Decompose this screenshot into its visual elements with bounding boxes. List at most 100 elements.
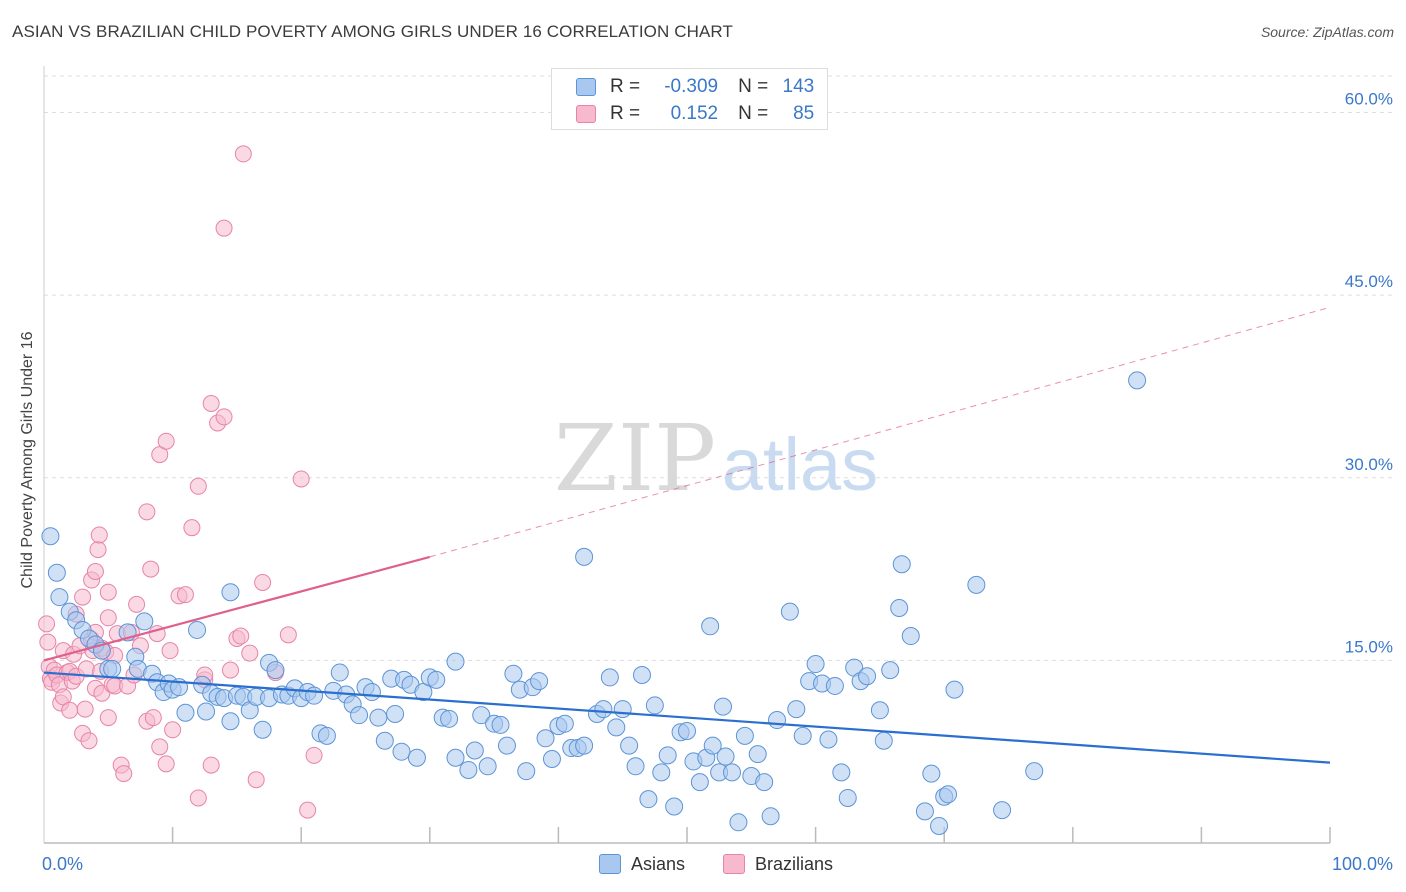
asian-point (305, 686, 324, 705)
asian-point (658, 746, 677, 765)
correlation-legend: R = -0.309 N = 143 R = 0.152 N = 85 (551, 68, 828, 130)
asian-point (497, 736, 516, 755)
brazilians-trend-line (43, 555, 431, 662)
asian-point (197, 702, 216, 721)
brazilian-point (202, 756, 220, 774)
asian-point (491, 715, 510, 734)
asian-point (392, 742, 411, 761)
asian-point (755, 773, 774, 792)
brazilian-point (161, 642, 179, 660)
asian-point (626, 757, 645, 776)
asians-trend-line (43, 671, 1331, 764)
asian-point (945, 680, 964, 699)
asian-point (768, 711, 787, 730)
brazilians-trend-extension (429, 306, 1331, 558)
asian-point (890, 599, 909, 618)
asian-point (103, 659, 122, 678)
y-tick-label: 60.0% (1345, 90, 1393, 109)
asian-point (678, 721, 696, 740)
asian-point (729, 813, 748, 832)
asian-point (1025, 762, 1044, 781)
asian-point (386, 704, 405, 723)
asian-point (881, 661, 900, 680)
asian-point (221, 712, 240, 731)
brazilian-point (189, 477, 207, 495)
asian-point (723, 763, 742, 782)
asian-point (825, 676, 844, 695)
asian-point (221, 583, 240, 602)
brazilian-point (89, 541, 107, 559)
asian-point (930, 816, 949, 835)
x-tick-label: 100.0% (1332, 854, 1393, 874)
asian-point (819, 730, 838, 749)
asian-point (266, 661, 285, 680)
asians-swatch (599, 854, 621, 874)
asian-point (542, 749, 561, 768)
asian-point (620, 736, 639, 755)
asian-point (517, 762, 536, 781)
asian-point (703, 736, 722, 755)
brazilians-swatch (723, 854, 745, 874)
asian-point (607, 718, 626, 737)
brazilian-point (38, 615, 56, 633)
brazilian-point (299, 801, 317, 819)
asian-point (350, 706, 369, 725)
brazilian-point (221, 661, 239, 679)
brazilian-point (164, 721, 182, 739)
asians-swatch (576, 78, 596, 96)
asian-point (870, 701, 889, 720)
brazilian-point (128, 595, 146, 613)
y-axis-label: Child Poverty Among Girls Under 16 (19, 331, 36, 589)
legend-n-value: 143 (782, 76, 815, 97)
asian-point (330, 663, 349, 682)
brazilian-point (151, 738, 169, 756)
asian-point (939, 785, 958, 804)
tick-labels: 15.0% 30.0% 45.0% 60.0% 0.0% 100.0% (42, 90, 1393, 874)
brazilian-point (138, 503, 156, 521)
asian-point (407, 748, 426, 767)
asian-point (504, 664, 523, 683)
brazilian-point (232, 627, 250, 645)
asian-point (690, 773, 709, 792)
legend-r-label: R = (610, 103, 641, 124)
asians-points (41, 371, 1147, 835)
brazilian-point (86, 563, 104, 581)
asian-point (793, 726, 812, 745)
asian-point (780, 602, 799, 621)
asian-point (50, 588, 69, 607)
brazilians-label: Brazilians (755, 853, 834, 874)
chart-title: ASIAN VS BRAZILIAN CHILD POVERTY AMONG G… (12, 22, 733, 41)
brazilian-point (99, 609, 117, 627)
asian-point (575, 736, 594, 755)
trend-lines (43, 306, 1331, 764)
asian-point (761, 807, 780, 826)
y-tick-label: 45.0% (1345, 272, 1393, 291)
asian-point (701, 617, 720, 636)
asian-point (748, 745, 767, 764)
asian-point (575, 547, 594, 566)
asian-point (901, 627, 920, 646)
brazilian-point (247, 771, 265, 789)
asian-point (472, 706, 491, 725)
asian-point (1128, 371, 1147, 390)
brazilian-point (279, 626, 297, 644)
legend-r-label: R = (610, 76, 641, 97)
legend-n-label: N = (738, 76, 769, 97)
legend-n-value: 85 (793, 103, 815, 124)
brazilian-point (144, 709, 162, 727)
asian-point (41, 527, 60, 546)
asian-point (530, 672, 549, 691)
asian-point (652, 763, 671, 782)
asian-point (253, 720, 272, 739)
asian-point (735, 726, 754, 745)
legend-row-brazilians: R = 0.152 N = 85 (576, 102, 814, 126)
asian-point (993, 801, 1012, 820)
asian-point (967, 575, 986, 594)
asian-point (369, 708, 388, 727)
asian-point (838, 788, 857, 807)
watermark-atlas: atlas (722, 423, 878, 506)
source-credit: Source: ZipAtlas.com (1260, 24, 1394, 40)
asian-point (446, 652, 465, 671)
brazilian-point (80, 732, 98, 750)
brazilian-point (254, 573, 272, 591)
